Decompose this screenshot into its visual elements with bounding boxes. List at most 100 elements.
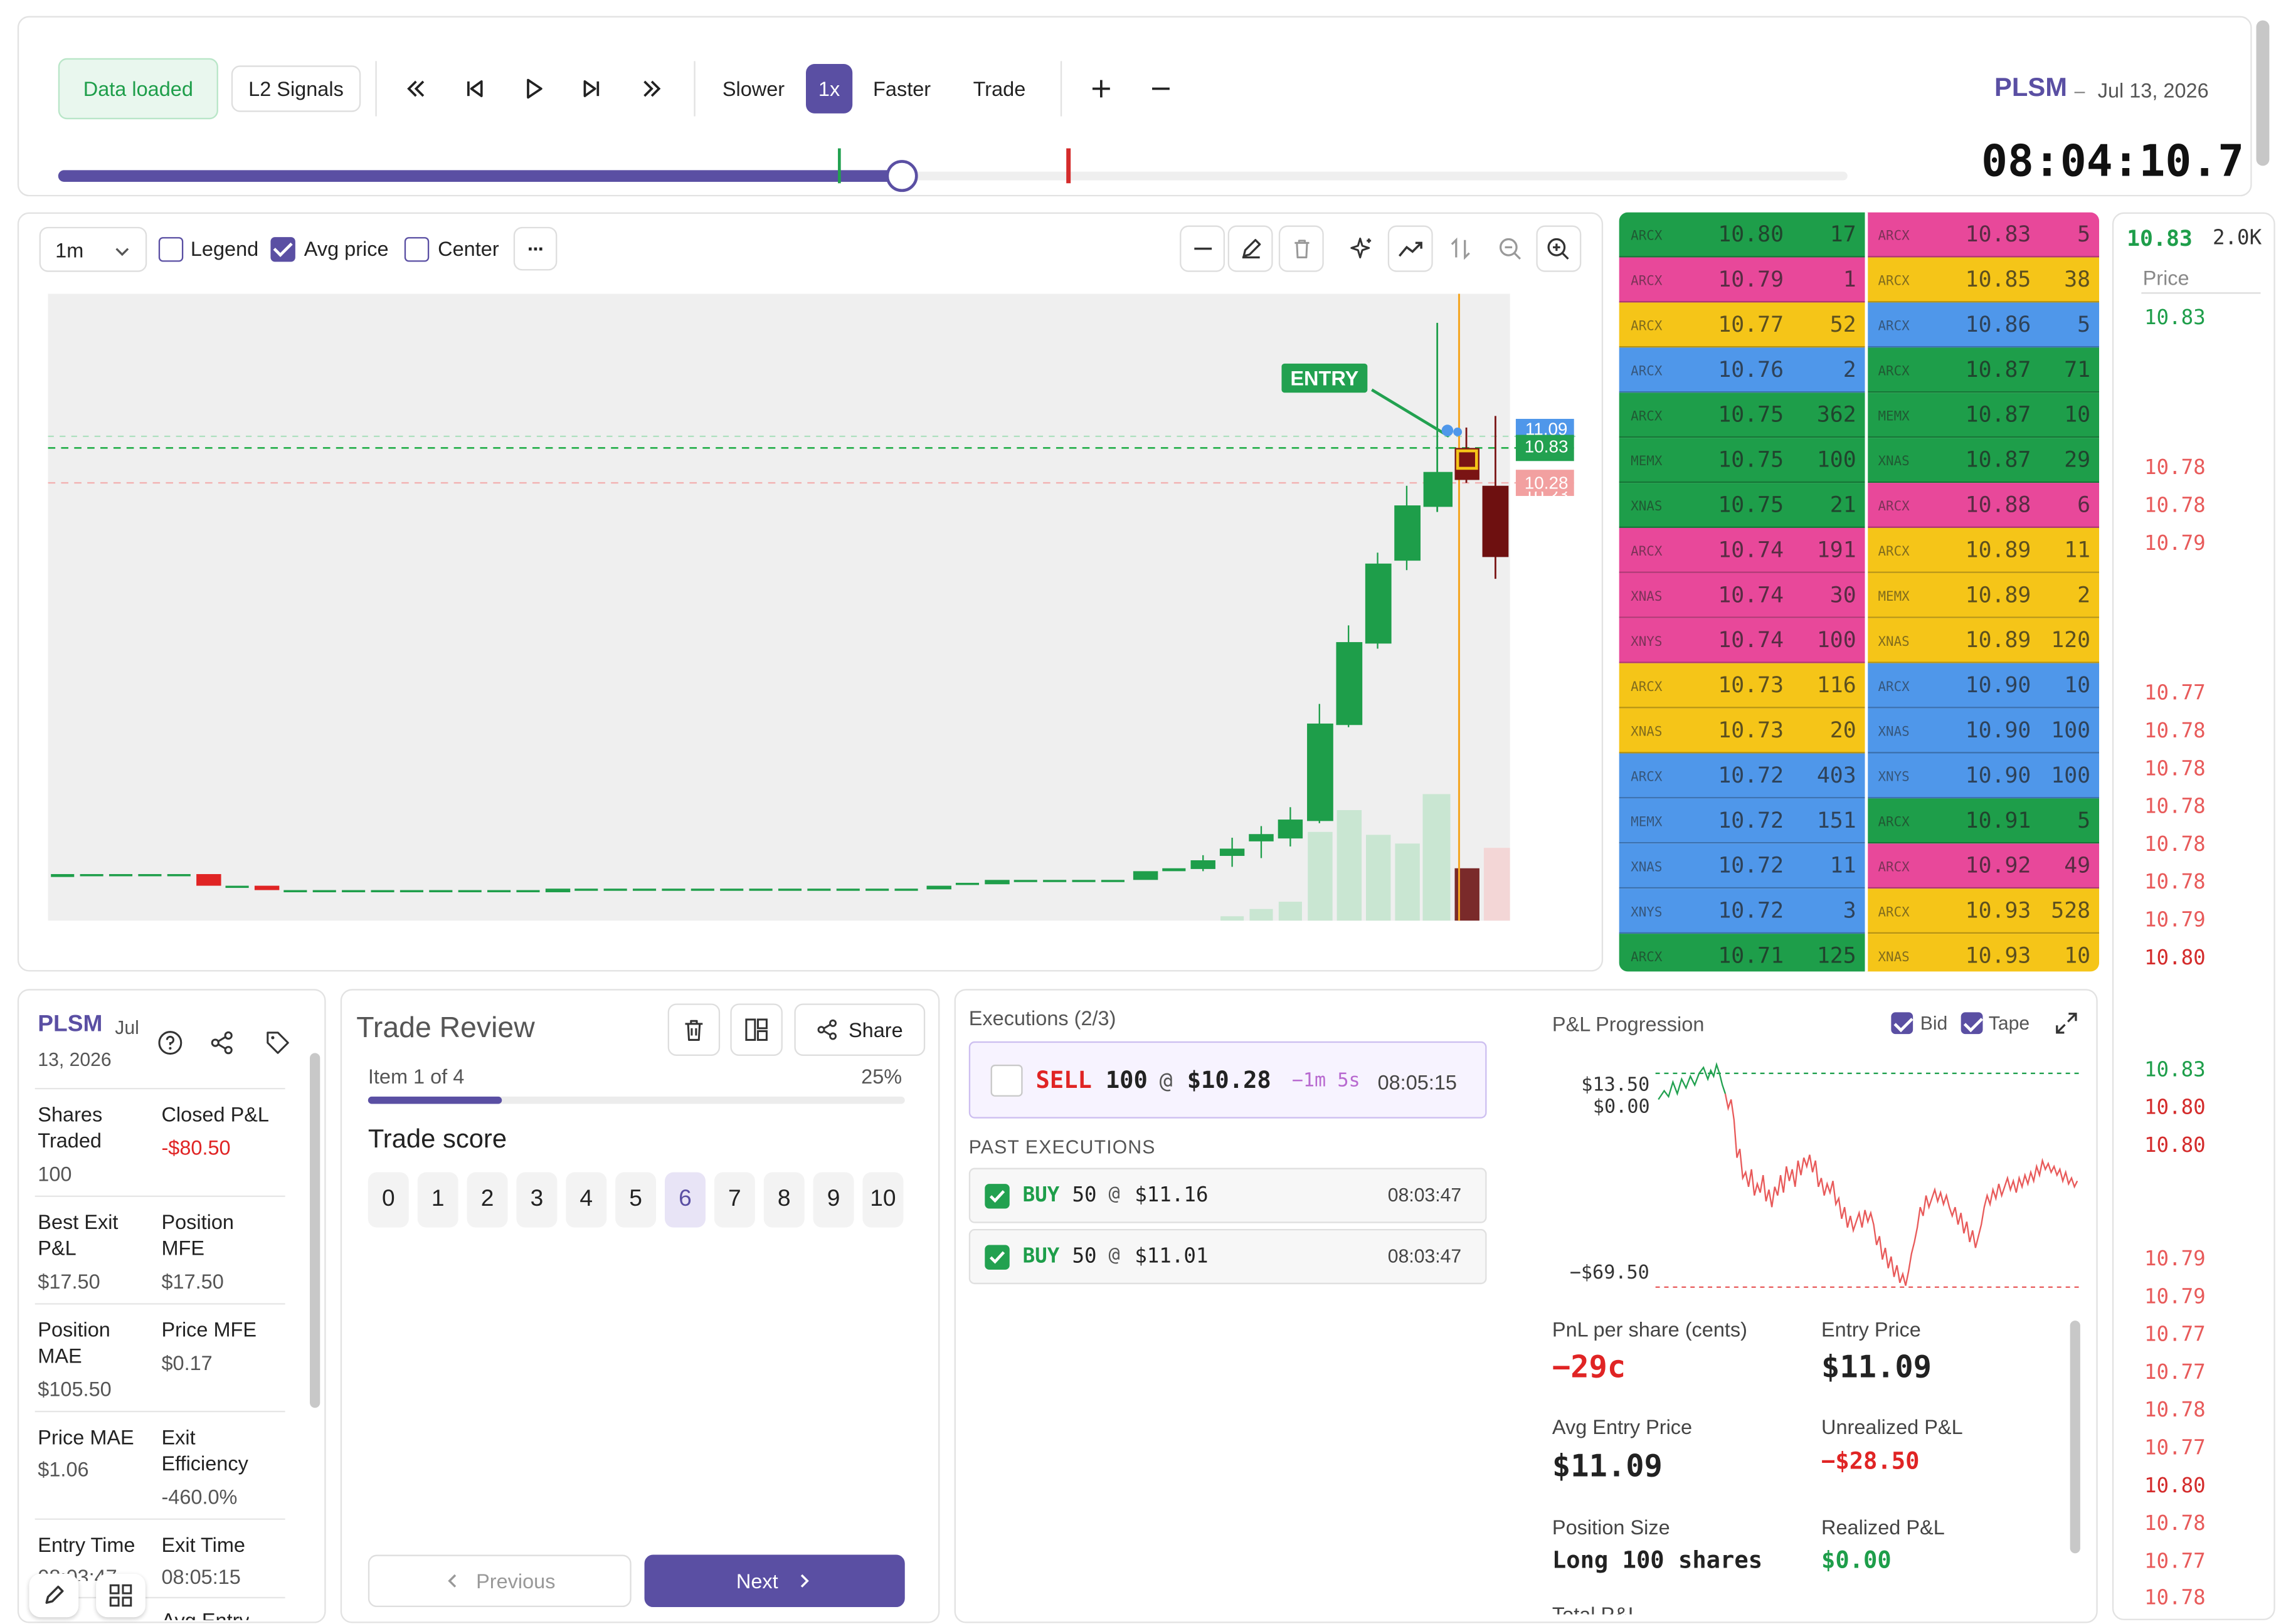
- swap-axis-button[interactable]: [1440, 226, 1481, 272]
- page-scrollbar[interactable]: [2256, 20, 2270, 166]
- speed-indicator[interactable]: 1x: [806, 64, 853, 113]
- bid-row[interactable]: XNYS 10.72 3: [1619, 888, 1865, 934]
- level-size: 403: [1816, 762, 1856, 789]
- edit-floating-button[interactable]: [29, 1573, 79, 1618]
- ask-row[interactable]: MEMX 10.87 10: [1866, 393, 2100, 438]
- ask-row[interactable]: ARCX 10.85 38: [1866, 257, 2100, 303]
- rewind-fast-button[interactable]: [396, 68, 437, 109]
- tape-checkbox[interactable]: [1961, 1012, 1983, 1035]
- ask-row[interactable]: ARCX 10.88 6: [1866, 483, 2100, 528]
- bid-row[interactable]: ARCX 10.73 116: [1619, 663, 1865, 709]
- previous-button[interactable]: Previous: [368, 1554, 632, 1608]
- tag-button[interactable]: [262, 1027, 294, 1059]
- bid-row[interactable]: XNAS 10.75 21: [1619, 483, 1865, 528]
- level-price: 10.86: [1965, 311, 2031, 338]
- bid-row[interactable]: XNAS 10.73 20: [1619, 708, 1865, 754]
- step-back-button[interactable]: [454, 68, 495, 109]
- layout-button[interactable]: [730, 1003, 783, 1056]
- delete-drawings-button[interactable]: [1278, 225, 1324, 272]
- score-option-4[interactable]: 4: [566, 1172, 607, 1228]
- bid-row[interactable]: MEMX 10.72 151: [1619, 798, 1865, 844]
- score-option-5[interactable]: 5: [615, 1172, 657, 1228]
- ask-row[interactable]: MEMX 10.89 2: [1866, 572, 2100, 618]
- expand-pnl-button[interactable]: [2050, 1006, 2082, 1038]
- ask-row[interactable]: ARCX 10.89 11: [1866, 527, 2100, 573]
- ask-row[interactable]: ARCX 10.86 5: [1866, 302, 2100, 348]
- bid-row[interactable]: ARCX 10.75 362: [1619, 393, 1865, 438]
- exchange-code: ARCX: [1631, 275, 1663, 290]
- score-option-6[interactable]: 6: [665, 1172, 706, 1228]
- ask-row[interactable]: XNAS 10.90 100: [1866, 708, 2100, 754]
- trade-button[interactable]: Trade: [973, 76, 1026, 101]
- help-button[interactable]: [154, 1027, 186, 1059]
- ask-row[interactable]: ARCX 10.91 5: [1866, 798, 2100, 844]
- bid-row[interactable]: XNAS 10.74 30: [1619, 572, 1865, 618]
- pnl-stats-scrollbar[interactable]: [2070, 1321, 2080, 1554]
- delete-review-button[interactable]: [667, 1003, 721, 1056]
- past-execution-row[interactable]: [968, 1168, 1487, 1223]
- ask-row[interactable]: ARCX 10.93 528: [1866, 888, 2100, 934]
- score-option-10[interactable]: 10: [862, 1172, 904, 1228]
- zoom-in-button[interactable]: [1082, 68, 1120, 109]
- legend-label: Legend: [190, 237, 259, 261]
- bid-row[interactable]: MEMX 10.75 100: [1619, 438, 1865, 483]
- next-button[interactable]: Next: [644, 1554, 905, 1608]
- bid-row[interactable]: ARCX 10.72 403: [1619, 753, 1865, 799]
- bid-row[interactable]: XNAS 10.72 11: [1619, 843, 1865, 889]
- score-option-0[interactable]: 0: [368, 1172, 409, 1228]
- ask-row[interactable]: XNAS 10.89 120: [1866, 618, 2100, 663]
- score-option-7[interactable]: 7: [714, 1172, 755, 1228]
- ask-row[interactable]: XNAS 10.87 29: [1866, 438, 2100, 483]
- step-forward-button[interactable]: [572, 68, 613, 109]
- score-option-2[interactable]: 2: [467, 1172, 508, 1228]
- ai-signals-button[interactable]: [1342, 226, 1382, 272]
- bid-row[interactable]: ARCX 10.76 2: [1619, 347, 1865, 393]
- past-execution-row[interactable]: [968, 1228, 1487, 1285]
- forward-fast-button[interactable]: [632, 68, 672, 109]
- chart-zoom-in-button[interactable]: [1536, 225, 1582, 272]
- bid-row[interactable]: ARCX 10.74 191: [1619, 527, 1865, 573]
- slower-button[interactable]: Slower: [722, 76, 785, 101]
- bid-row[interactable]: ARCX 10.80 17: [1619, 212, 1865, 258]
- ask-row[interactable]: ARCX 10.83 5: [1866, 212, 2100, 258]
- horizontal-line-tool[interactable]: [1180, 225, 1225, 272]
- play-button[interactable]: [514, 68, 554, 109]
- level-size: 38: [2064, 266, 2091, 293]
- score-option-3[interactable]: 3: [516, 1172, 558, 1228]
- stats-scrollbar[interactable]: [310, 1053, 320, 1408]
- execution-checkbox[interactable]: [985, 1245, 1010, 1270]
- score-option-9[interactable]: 9: [813, 1172, 854, 1228]
- past-executions-header: PAST EXECUTIONS: [968, 1136, 1156, 1158]
- faster-button[interactable]: Faster: [873, 76, 931, 101]
- execution-checkbox[interactable]: [985, 1184, 1010, 1209]
- trend-tool[interactable]: [1387, 225, 1433, 272]
- share-review-button[interactable]: Share: [794, 1003, 926, 1056]
- legend-checkbox[interactable]: [158, 237, 184, 262]
- bid-row[interactable]: ARCX 10.77 52: [1619, 302, 1865, 348]
- timeline-scrubber[interactable]: [886, 160, 918, 192]
- chart-zoom-out-button[interactable]: [1490, 226, 1530, 272]
- share-stats-button[interactable]: [206, 1027, 238, 1059]
- bid-row[interactable]: ARCX 10.71 125: [1619, 934, 1865, 972]
- pending-execution[interactable]: [968, 1041, 1487, 1119]
- ask-row[interactable]: ARCX 10.90 10: [1866, 663, 2100, 709]
- ask-row[interactable]: ARCX 10.87 71: [1866, 347, 2100, 393]
- ask-row[interactable]: XNAS 10.93 10: [1866, 934, 2100, 972]
- pending-execution-checkbox[interactable]: [990, 1064, 1023, 1097]
- avg-price-checkbox[interactable]: [270, 237, 295, 262]
- draw-tool[interactable]: [1227, 225, 1273, 272]
- score-option-8[interactable]: 8: [763, 1172, 805, 1228]
- bid-checkbox[interactable]: [1891, 1012, 1913, 1035]
- more-options-button[interactable]: ···: [513, 226, 558, 271]
- timeframe-select[interactable]: 1m: [39, 226, 147, 272]
- l2-signals-button[interactable]: L2 Signals: [231, 65, 361, 112]
- grid-floating-button[interactable]: [96, 1573, 146, 1618]
- zoom-out-button[interactable]: [1142, 68, 1180, 109]
- score-option-1[interactable]: 1: [417, 1172, 458, 1228]
- ask-row[interactable]: ARCX 10.92 49: [1866, 843, 2100, 889]
- ask-row[interactable]: XNYS 10.90 100: [1866, 753, 2100, 799]
- bid-row[interactable]: ARCX 10.79 1: [1619, 257, 1865, 303]
- bid-row[interactable]: XNYS 10.74 100: [1619, 618, 1865, 663]
- candlestick-chart[interactable]: [48, 293, 1583, 922]
- center-checkbox[interactable]: [404, 237, 430, 262]
